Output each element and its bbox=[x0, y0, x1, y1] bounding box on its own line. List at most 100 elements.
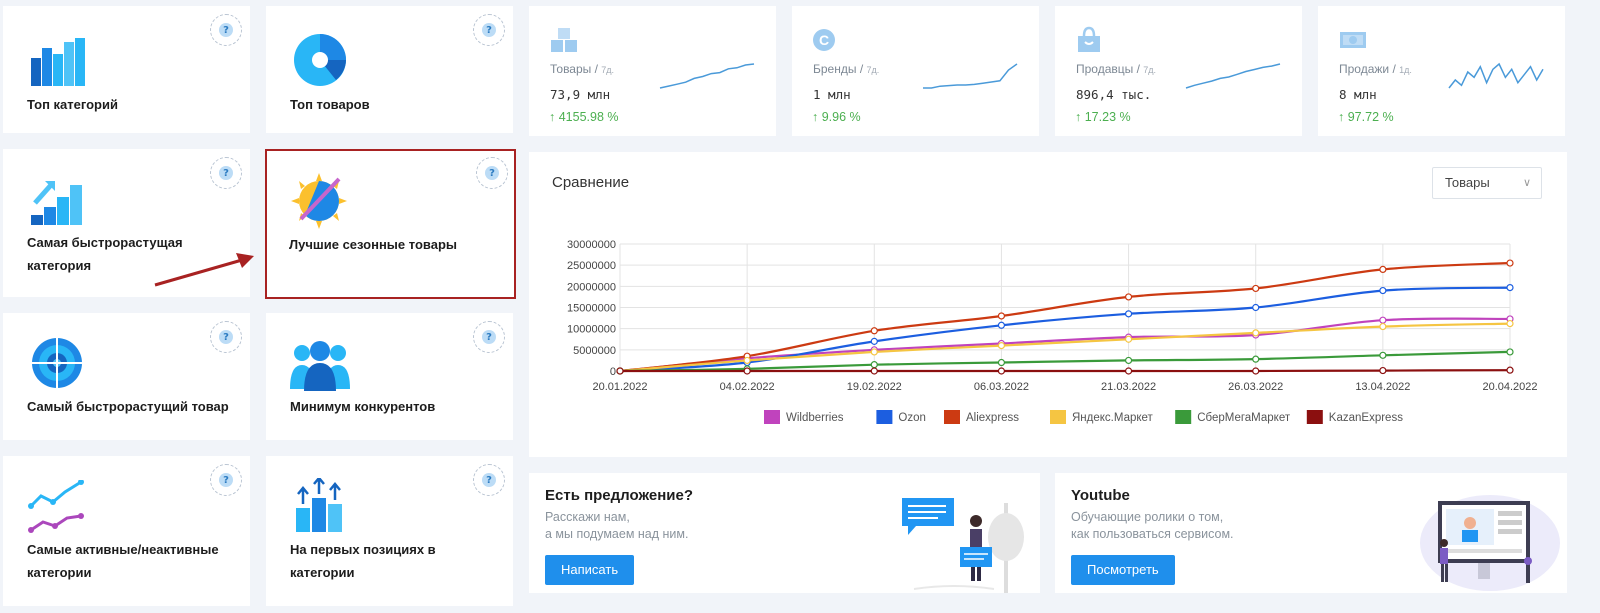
legend-label: Ozon bbox=[898, 412, 926, 424]
promo-title: Youtube bbox=[1071, 487, 1130, 504]
tile-fastest-growing-category[interactable]: ? Самая быстрорастущая категория bbox=[3, 149, 250, 297]
metric-select[interactable]: Товары ∨ bbox=[1432, 167, 1542, 199]
sparkline bbox=[923, 63, 1018, 89]
svg-text:C: C bbox=[819, 32, 829, 48]
data-point bbox=[743, 367, 751, 375]
series-line bbox=[619, 261, 1511, 373]
tile-label: Самая быстрорастущая категория bbox=[27, 235, 183, 273]
y-tick-label: 0 bbox=[610, 366, 616, 378]
y-tick-label: 20000000 bbox=[567, 281, 616, 293]
help-button[interactable]: ? bbox=[473, 14, 505, 46]
money-icon bbox=[1340, 32, 1366, 48]
x-tick-label: 20.04.2022 bbox=[1482, 381, 1537, 393]
y-tick-label: 15000000 bbox=[567, 303, 616, 315]
legend-item[interactable]: Ozon bbox=[876, 410, 926, 424]
x-tick-label: 21.03.2022 bbox=[1101, 381, 1156, 393]
series-line bbox=[619, 369, 1511, 373]
help-button[interactable]: ? bbox=[210, 157, 242, 189]
legend-swatch bbox=[876, 410, 893, 424]
y-tick-label: 10000000 bbox=[567, 324, 616, 336]
tile-top-positions[interactable]: ? На первых позициях в категории bbox=[266, 456, 513, 606]
data-point bbox=[1379, 286, 1387, 295]
legend-label: СберМегаМаркет bbox=[1197, 412, 1291, 424]
legend-label: Aliexpress bbox=[966, 412, 1019, 424]
chevron-down-icon: ∨ bbox=[1522, 177, 1531, 189]
stat-value: 8 млн bbox=[1339, 87, 1377, 102]
sparkline bbox=[1185, 63, 1281, 89]
sparkline-series bbox=[1185, 63, 1281, 89]
y-tick-label: 25000000 bbox=[567, 260, 616, 272]
tile-label: Топ категорий bbox=[27, 97, 118, 112]
tile-fastest-growing-product[interactable]: ? Самый быстрорастущий товар bbox=[3, 313, 250, 440]
legend-swatch bbox=[944, 410, 960, 424]
target-icon bbox=[29, 335, 85, 391]
question-icon: ? bbox=[482, 23, 496, 37]
data-point bbox=[1506, 284, 1514, 292]
data-point bbox=[997, 312, 1006, 320]
data-point bbox=[997, 367, 1006, 375]
legend-swatch bbox=[764, 410, 780, 424]
chat-person-illustration bbox=[902, 498, 1024, 593]
data-point bbox=[870, 348, 878, 356]
data-point bbox=[1379, 351, 1387, 359]
help-button[interactable]: ? bbox=[210, 321, 242, 353]
stat-card-products: Товары / 7д. 73,9 млн ↑ 4155.98 % bbox=[529, 6, 776, 136]
legend-item[interactable]: KazanExpress bbox=[1306, 410, 1403, 424]
stat-value: 1 млн bbox=[813, 87, 851, 102]
legend-item[interactable]: Aliexpress bbox=[944, 410, 1019, 424]
x-tick-label: 20.01.2022 bbox=[592, 381, 647, 393]
legend-item[interactable]: Wildberries bbox=[764, 410, 844, 424]
tile-label: Самые активные/неактивные категории bbox=[27, 542, 219, 580]
legend-item[interactable]: СберМегаМаркет bbox=[1175, 410, 1291, 424]
sparkline bbox=[659, 63, 755, 89]
tile-best-seasonal-products[interactable]: ? Лучшие сезонные товары bbox=[265, 149, 516, 299]
promo-text: Расскажи нам, а мы подумаем над ним. bbox=[545, 510, 689, 541]
comparison-panel: Сравнение Товары ∨ 0 5000000 10000000 15000… bbox=[529, 152, 1567, 457]
data-point bbox=[870, 367, 878, 375]
legend-swatch bbox=[1175, 410, 1192, 424]
data-point bbox=[1124, 356, 1133, 365]
data-point bbox=[870, 327, 878, 335]
data-point bbox=[1506, 366, 1514, 374]
stat-card-sales: Продажи / 1д. 8 млн ↑ 97.72 % bbox=[1318, 6, 1565, 136]
write-button[interactable]: Написать bbox=[545, 555, 635, 585]
data-point bbox=[616, 367, 624, 375]
people-group-icon bbox=[290, 341, 350, 391]
data-point bbox=[870, 337, 878, 345]
x-tick-label: 26.03.2022 bbox=[1228, 381, 1283, 393]
promo-title: Есть предложение? bbox=[545, 487, 694, 504]
tile-active-inactive-categories[interactable]: ? Самые активные/неактивные категории bbox=[3, 456, 250, 606]
x-tick-label: 06.03.2022 bbox=[974, 381, 1029, 393]
legend-swatch bbox=[1050, 410, 1066, 424]
tile-top-products[interactable]: ? Топ товаров bbox=[266, 6, 513, 133]
tile-label: Минимум конкурентов bbox=[290, 399, 436, 414]
question-icon: ? bbox=[219, 473, 233, 487]
data-point bbox=[743, 356, 751, 365]
question-icon: ? bbox=[219, 166, 233, 180]
promo-text: Обучающие ролики о том, как пользоваться… bbox=[1071, 510, 1234, 541]
help-button[interactable]: ? bbox=[210, 14, 242, 46]
legend-label: Wildberries bbox=[786, 412, 844, 424]
tile-label: Топ товаров bbox=[290, 97, 370, 112]
watch-button[interactable]: Посмотреть bbox=[1071, 555, 1175, 585]
data-point bbox=[997, 321, 1006, 329]
stat-change: ↑ 17.23 % bbox=[1075, 110, 1131, 124]
sparkline-series bbox=[923, 63, 1018, 89]
data-point bbox=[1506, 319, 1514, 328]
legend-item[interactable]: Яндекс.Маркет bbox=[1050, 410, 1154, 424]
question-icon: ? bbox=[482, 330, 496, 344]
help-button[interactable]: ? bbox=[473, 321, 505, 353]
tile-minimum-competitors[interactable]: ? Минимум конкурентов bbox=[266, 313, 513, 440]
sun-snow-icon bbox=[291, 173, 347, 229]
stat-label: Товары / 7д. bbox=[550, 62, 615, 76]
help-button[interactable]: ? bbox=[476, 157, 508, 189]
stat-label: Продавцы / 7д. bbox=[1076, 62, 1157, 76]
top-positions-icon bbox=[296, 478, 342, 532]
promo-youtube: Youtube Обучающие ролики о том, как поль… bbox=[1055, 473, 1567, 593]
help-button[interactable]: ? bbox=[473, 464, 505, 496]
help-button[interactable]: ? bbox=[210, 464, 242, 496]
tile-top-categories[interactable]: ? Топ категорий bbox=[3, 6, 250, 133]
series-line bbox=[619, 286, 1511, 373]
series-line bbox=[619, 350, 1511, 373]
pie-chart-icon bbox=[294, 34, 346, 86]
